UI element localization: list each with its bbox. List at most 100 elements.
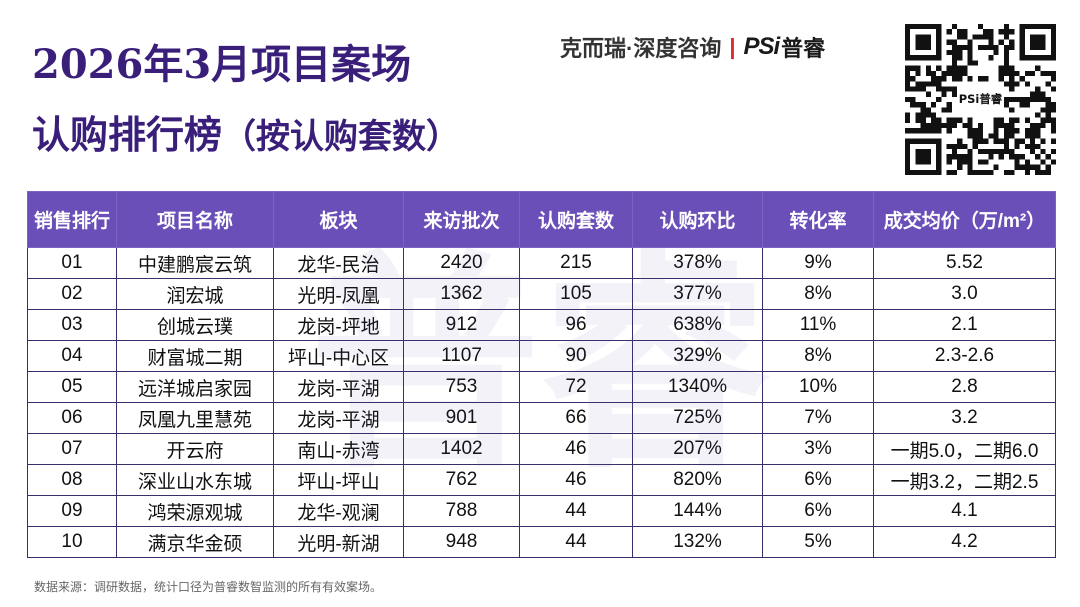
qr-module — [1009, 117, 1015, 123]
qr-module — [1040, 117, 1046, 123]
column-header: 转化率 — [762, 191, 874, 248]
column-header: 认购环比 — [632, 191, 763, 248]
page-subtitle: 认购排行榜（按认购套数） — [32, 104, 460, 159]
qr-module — [1045, 169, 1051, 175]
qr-module — [936, 96, 942, 103]
table-cell: 44 — [519, 495, 633, 527]
brand-separator: | — [729, 34, 736, 59]
table-cell: 润宏城 — [116, 278, 274, 310]
qr-module — [905, 86, 911, 92]
qr-module — [936, 122, 942, 129]
qr-module — [957, 34, 963, 40]
qr-module — [1045, 81, 1051, 87]
qr-module — [1019, 96, 1025, 103]
qr-module — [962, 159, 968, 165]
qr-module — [941, 86, 947, 92]
qr-module — [1050, 138, 1056, 144]
qr-module — [962, 122, 968, 129]
qr-module — [1040, 96, 1046, 103]
qr-module — [915, 112, 921, 118]
qr-module — [1009, 70, 1015, 77]
table-cell: 05 — [27, 371, 117, 403]
qr-module — [1029, 164, 1036, 170]
table-cell: 8% — [762, 278, 874, 310]
qr-module — [967, 76, 973, 82]
qr-module — [1019, 154, 1025, 160]
qr-module — [951, 24, 958, 30]
table-cell: 凤凰九里慧苑 — [116, 402, 274, 434]
qr-module — [931, 112, 937, 118]
qr-module — [951, 76, 958, 82]
qr-module — [998, 117, 1004, 123]
qr-module — [925, 81, 932, 87]
qr-module — [1019, 164, 1025, 170]
table-cell: 96 — [519, 309, 633, 341]
qr-module — [977, 148, 984, 155]
table-row: 07 开云府 南山-赤湾 1402 46 207% 3% 一期5.0，二期6.0 — [27, 433, 1056, 465]
qr-module — [1009, 107, 1015, 113]
qr-module — [972, 128, 978, 134]
qr-module — [1009, 44, 1015, 51]
qr-module — [936, 117, 942, 123]
table-cell: 5.52 — [873, 247, 1056, 279]
qr-module — [1040, 91, 1046, 97]
qr-module — [957, 159, 963, 165]
qr-module — [1029, 143, 1036, 149]
qr-module — [1040, 70, 1046, 77]
qr-module — [941, 107, 947, 113]
table-cell: 1107 — [403, 340, 520, 372]
qr-module — [1024, 117, 1030, 123]
qr-module — [1024, 133, 1030, 139]
qr-module — [988, 29, 994, 35]
qr-module — [1009, 39, 1015, 45]
table-cell: 901 — [403, 402, 520, 434]
table-cell: 一期3.2，二期2.5 — [873, 464, 1056, 496]
qr-code-icon: PSi普睿 — [905, 24, 1056, 175]
qr-module — [1035, 133, 1041, 139]
table-cell: 01 — [27, 247, 117, 279]
qr-module — [962, 44, 968, 51]
qr-module — [946, 50, 952, 56]
qr-module — [967, 55, 973, 61]
table-cell: 3% — [762, 433, 874, 465]
qr-module — [972, 133, 978, 139]
qr-module — [957, 138, 963, 144]
qr-module — [1035, 128, 1041, 134]
table-cell: 6% — [762, 464, 874, 496]
column-header: 成交均价（万/m²） — [873, 191, 1056, 248]
table-cell: 10% — [762, 371, 874, 403]
qr-module — [1009, 65, 1015, 71]
table-cell: 90 — [519, 340, 633, 372]
qr-module — [920, 81, 926, 87]
qr-module — [1029, 138, 1036, 144]
table-row: 02 润宏城 光明-凤凰 1362 105 377% 8% 3.0 — [27, 278, 1056, 310]
qr-module — [998, 39, 1004, 45]
table-row: 03 创城云璞 龙岗-坪地 912 96 638% 11% 2.1 — [27, 309, 1056, 341]
table-cell: 开云府 — [116, 433, 274, 465]
qr-module — [977, 34, 984, 40]
table-cell: 南山-赤湾 — [273, 433, 404, 465]
qr-module — [977, 76, 984, 82]
qr-module — [905, 65, 911, 71]
qr-module — [925, 128, 932, 134]
qr-module — [1035, 164, 1041, 170]
table-row: 08 深业山水东城 坪山-坪山 762 46 820% 6% 一期3.2，二期2.5 — [27, 464, 1056, 496]
qr-module — [1003, 102, 1010, 108]
qr-module — [951, 39, 958, 45]
table-cell: 龙华-观澜 — [273, 495, 404, 527]
qr-module — [967, 164, 973, 170]
qr-module — [1040, 159, 1046, 165]
qr-module — [1024, 143, 1030, 149]
qr-module — [957, 29, 963, 35]
qr-module — [920, 112, 926, 118]
ranking-table: 销售排行 项目名称 板块 来访批次 认购套数 认购环比 转化率 成交均价（万/m²） 01 中建… — [27, 191, 1056, 558]
table-cell: 财富城二期 — [116, 340, 274, 372]
qr-module — [967, 50, 973, 56]
qr-module — [1040, 138, 1046, 144]
qr-module — [905, 117, 911, 123]
qr-module — [1029, 96, 1036, 103]
qr-module — [1024, 164, 1030, 170]
qr-module — [957, 70, 963, 77]
qr-module — [972, 169, 978, 175]
qr-module — [1024, 169, 1030, 175]
